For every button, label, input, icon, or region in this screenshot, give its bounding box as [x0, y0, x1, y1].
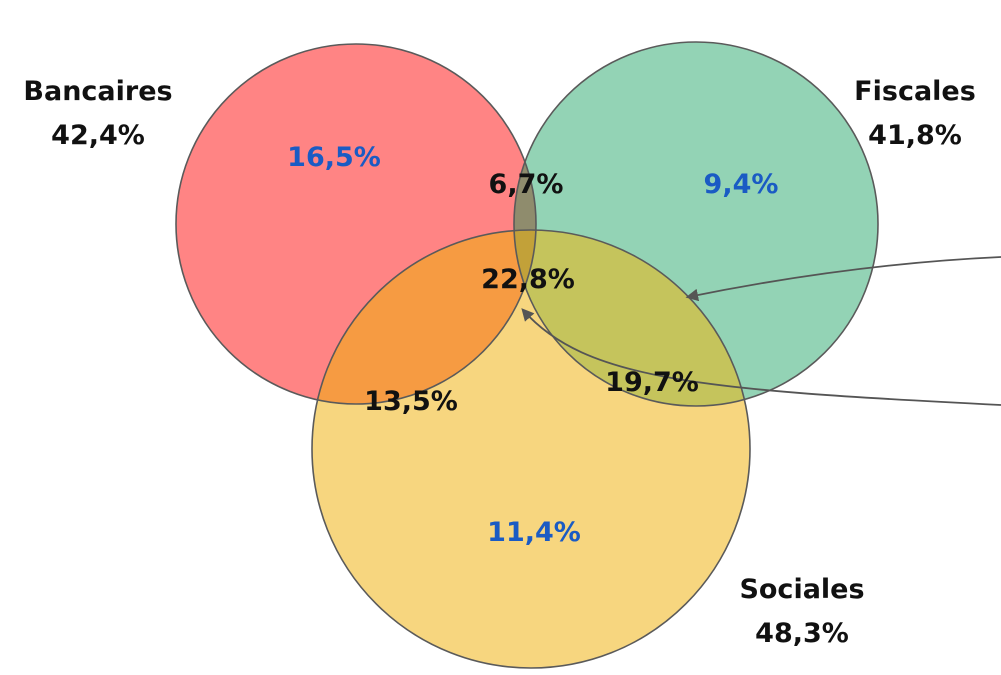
- bancaires-set-name: Bancaires: [23, 76, 172, 107]
- bancaires-sociales-value: 13,5%: [364, 386, 458, 417]
- bancaires-set-total: 42,4%: [51, 120, 145, 151]
- bancaires-fiscales-value: 6,7%: [489, 169, 564, 200]
- fiscales-sociales-value: 19,7%: [605, 367, 699, 398]
- bancaires-outline: [175, 43, 537, 405]
- all-three-value: 22,8%: [481, 264, 575, 295]
- arrow-to-fiscales-sociales: [685, 256, 1001, 302]
- bancaires-sociales-overlap: [312, 230, 536, 404]
- fiscales-set-total: 41,8%: [868, 120, 962, 151]
- fiscales-sociales-overlap: [514, 230, 750, 406]
- arrow-to-all-three: [521, 308, 1001, 406]
- sociales-only-value: 11,4%: [487, 517, 581, 548]
- sociales-set-total: 48,3%: [755, 618, 849, 649]
- fiscales-set-name: Fiscales: [854, 76, 976, 107]
- sociales-outline: [311, 229, 751, 669]
- bancaires-only-value: 16,5%: [287, 142, 381, 173]
- fiscales-only-value: 9,4%: [704, 169, 779, 200]
- fiscales-outline: [513, 41, 879, 407]
- sociales-set-name: Sociales: [739, 574, 864, 605]
